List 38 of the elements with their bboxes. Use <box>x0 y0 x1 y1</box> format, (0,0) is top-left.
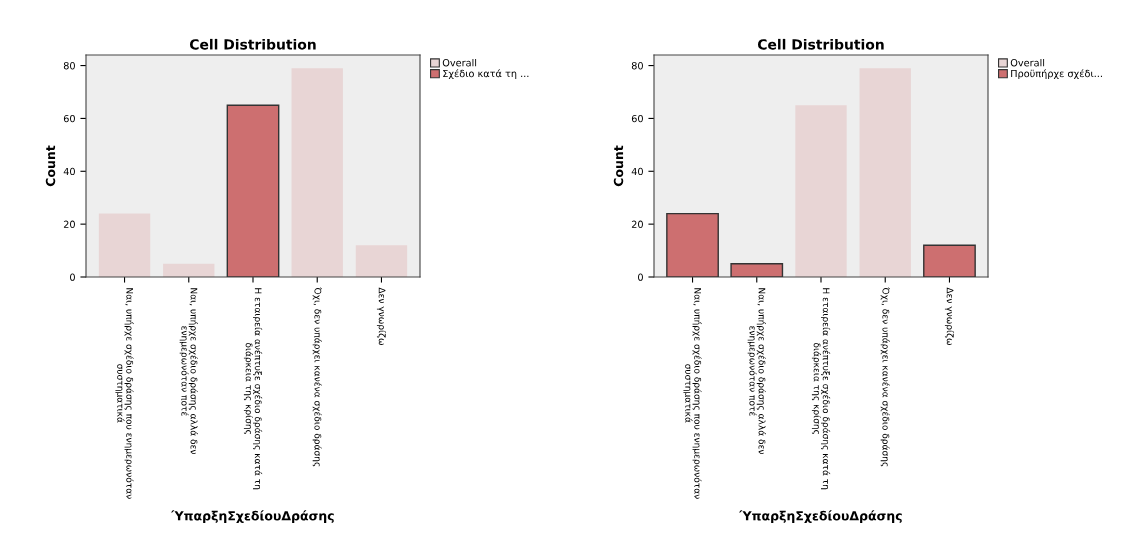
legend-label: Σχέδιο κατά τη ... <box>443 69 529 80</box>
x-axis-title: ΎπαρξηΣχεδίουΔράσης <box>171 510 334 523</box>
y-tick-label: 0 <box>70 273 75 281</box>
x-tick-label: Η εταιρεία ανέπτυξε σχέδιο δράσης κατά τη διάρκεια της κρίσης <box>811 288 831 490</box>
y-axis-title: Count <box>613 145 624 187</box>
x-tick-label: Δεν γνωρίζω <box>944 287 955 345</box>
x-tick-label: Ναι, υπήρχε σχέδιο δράσης που ενημερωνόταν συστηματικά <box>115 288 134 499</box>
bar <box>355 245 408 277</box>
y-tick-label: 60 <box>631 114 643 123</box>
y-axis-title: Count <box>45 145 56 187</box>
y-tick-label: 0 <box>638 273 643 281</box>
y-tick-label: 80 <box>63 62 75 70</box>
x-tick-label: Δεν γνωρίζω <box>376 287 387 345</box>
x-axis-title: ΎπαρξηΣχεδίουΔράσης <box>739 510 902 523</box>
chart-title: Cell Distribution <box>757 38 884 50</box>
y-tick-label: 80 <box>631 62 643 70</box>
x-tick-label: Όχι, δεν υπάρχει κανένα σχέδιο δράσης <box>312 287 322 467</box>
y-tick-label: 60 <box>63 114 75 123</box>
y-tick-label: 40 <box>63 167 75 176</box>
bar <box>98 213 151 277</box>
x-tick-label: Η εταιρεία ανέπτυξε σχέδιο δράσης κατά τη διάρκεια της κρίσης <box>243 288 263 490</box>
legend-label: Overall <box>442 58 477 67</box>
bar <box>291 68 343 277</box>
bar <box>666 212 719 277</box>
x-tick-label: Ναι, υπήρχε σχέδιο δράσης που ενημερωνόταν συστηματικά <box>683 288 702 499</box>
bar <box>923 244 976 277</box>
x-tick-label: Όχι, δεν υπάρχει κανένα σχέδιο δράσης <box>880 287 890 467</box>
y-tick-label: 20 <box>63 220 75 228</box>
bar <box>163 263 215 277</box>
y-tick-label: 20 <box>631 220 643 228</box>
y-tick-label: 40 <box>631 167 643 176</box>
legend-label: Overall <box>1010 58 1045 67</box>
bar <box>730 263 784 277</box>
bar <box>859 68 911 277</box>
chart-title: Cell Distribution <box>189 38 316 50</box>
bar <box>795 105 847 277</box>
legend-label: Προϋπήρχε σχέδι... <box>1011 69 1102 80</box>
bar <box>226 104 280 277</box>
